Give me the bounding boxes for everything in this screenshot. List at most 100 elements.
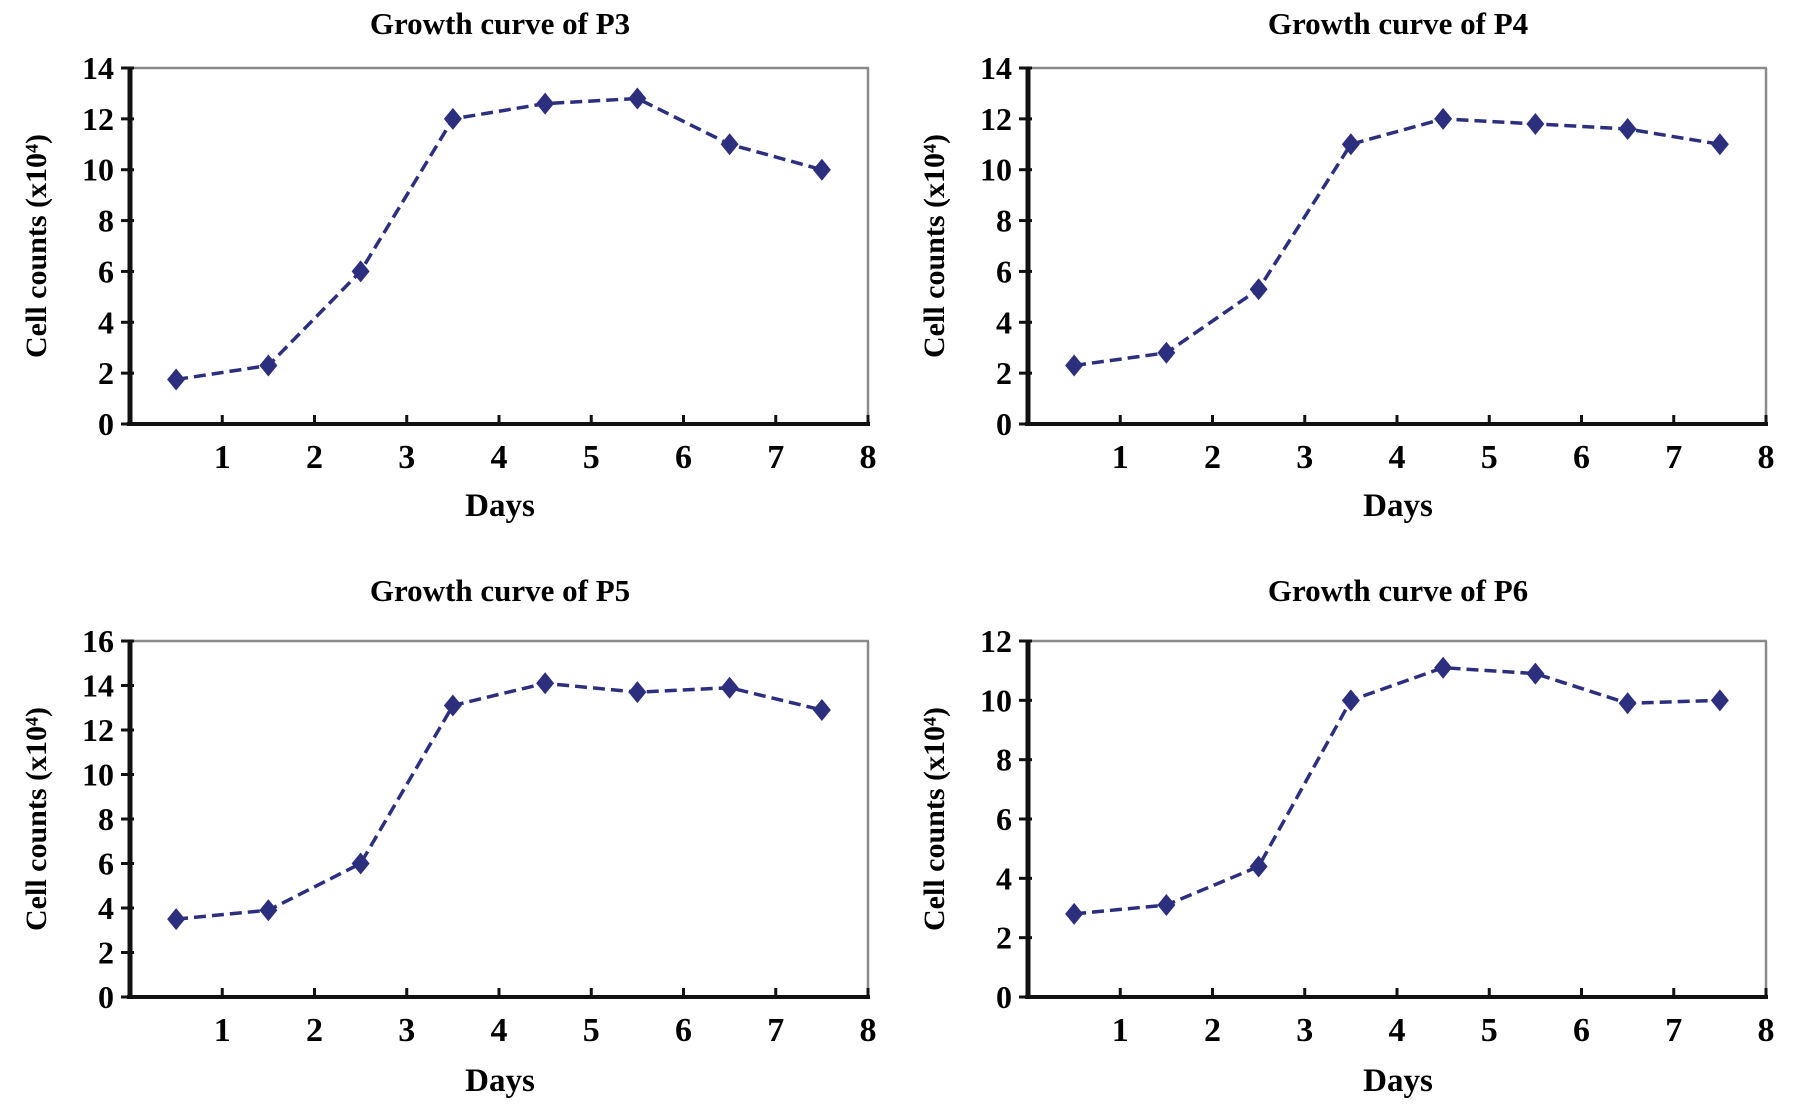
chart-title: Growth curve of P6: [1267, 573, 1529, 608]
data-point-marker: [628, 681, 647, 704]
y-tick-label: 2: [996, 355, 1012, 391]
data-point-marker: [720, 133, 739, 156]
y-tick-label: 14: [82, 668, 114, 704]
x-tick-label: 4: [491, 1012, 508, 1049]
data-point-marker: [1526, 112, 1545, 135]
y-tick-label: 16: [82, 623, 114, 659]
x-tick-label: 3: [1296, 1012, 1313, 1049]
series-line: [175, 681, 823, 921]
data-point-marker: [1065, 354, 1084, 377]
data-point-marker: [1249, 278, 1268, 301]
x-tick-label: 1: [1112, 1012, 1129, 1049]
y-tick-label: 8: [98, 203, 114, 239]
x-axis-label: Days: [1363, 488, 1433, 524]
x-tick-label: 5: [583, 439, 600, 476]
x-tick-label: 8: [1758, 439, 1775, 476]
x-tick-label: 7: [767, 439, 784, 476]
data-point-marker: [1341, 689, 1360, 712]
data-point-marker: [812, 698, 831, 721]
x-tick-label: 8: [860, 439, 877, 476]
x-tick-label: 6: [675, 1012, 692, 1049]
x-tick-label: 7: [767, 1012, 784, 1049]
x-axis-label: Days: [465, 488, 535, 524]
x-tick-label: 6: [675, 439, 692, 476]
series-line: [175, 96, 823, 382]
y-tick-label: 0: [996, 979, 1012, 1015]
data-point-marker: [443, 694, 462, 717]
data-point-marker: [536, 672, 555, 695]
y-tick-label: 12: [980, 101, 1012, 137]
y-tick-label: 14: [980, 50, 1012, 86]
y-tick-label: 10: [82, 757, 114, 793]
data-point-marker: [1434, 107, 1453, 130]
data-point-marker: [1434, 656, 1453, 679]
x-tick-label: 8: [1758, 1012, 1775, 1049]
y-tick-label: 2: [996, 920, 1012, 956]
data-point-marker: [720, 676, 739, 699]
y-tick-label: 6: [996, 801, 1012, 837]
y-tick-label: 4: [98, 304, 114, 340]
y-tick-label: 6: [996, 253, 1012, 289]
x-tick-label: 4: [1389, 439, 1406, 476]
y-tick-label: 2: [98, 355, 114, 391]
y-tick-label: 4: [98, 890, 114, 926]
data-point-marker: [812, 158, 831, 181]
x-axis-label: Days: [1363, 1063, 1433, 1099]
y-tick-label: 12: [82, 101, 114, 137]
y-tick-label: 12: [82, 712, 114, 748]
data-point-marker: [443, 107, 462, 130]
series-line: [1073, 665, 1720, 916]
data-point-marker: [351, 260, 370, 283]
x-tick-label: 2: [306, 439, 323, 476]
y-tick-label: 0: [98, 406, 114, 442]
data-point-marker: [167, 368, 186, 391]
data-point-marker: [1249, 855, 1268, 878]
x-tick-label: 4: [1389, 1012, 1406, 1049]
data-point-marker: [1157, 894, 1176, 917]
data-point-marker: [628, 87, 647, 110]
y-tick-label: 8: [996, 203, 1012, 239]
y-tick-label: 0: [996, 406, 1012, 442]
x-tick-label: 4: [491, 439, 508, 476]
series-line: [1073, 117, 1721, 368]
y-tick-label: 10: [980, 152, 1012, 188]
chart-title: Growth curve of P4: [1267, 6, 1529, 41]
data-point-marker: [1526, 662, 1545, 685]
y-tick-label: 4: [996, 304, 1012, 340]
x-tick-label: 3: [1296, 439, 1313, 476]
data-point-marker: [1065, 902, 1084, 925]
chart-title: Growth curve of P5: [369, 573, 631, 608]
x-tick-label: 1: [214, 439, 231, 476]
x-tick-label: 6: [1573, 1012, 1590, 1049]
y-tick-label: 14: [82, 50, 114, 86]
x-tick-label: 7: [1665, 439, 1682, 476]
y-tick-label: 6: [98, 846, 114, 882]
data-point-marker: [1618, 118, 1637, 141]
x-tick-label: 7: [1665, 1012, 1682, 1049]
y-tick-label: 10: [82, 152, 114, 188]
y-tick-label: 0: [98, 979, 114, 1015]
chart-title: Growth curve of P3: [369, 6, 631, 41]
x-tick-label: 2: [306, 1012, 323, 1049]
x-tick-label: 2: [1204, 439, 1221, 476]
x-tick-label: 5: [1481, 439, 1498, 476]
data-point-marker: [1157, 341, 1176, 364]
x-tick-label: 3: [398, 439, 415, 476]
x-tick-label: 8: [860, 1012, 877, 1049]
y-tick-label: 4: [996, 860, 1012, 896]
y-tick-label: 8: [996, 742, 1012, 778]
data-point-marker: [1710, 133, 1729, 156]
x-tick-label: 5: [1481, 1012, 1498, 1049]
x-tick-label: 2: [1204, 1012, 1221, 1049]
data-point-marker: [536, 92, 555, 115]
data-point-marker: [1618, 692, 1637, 715]
